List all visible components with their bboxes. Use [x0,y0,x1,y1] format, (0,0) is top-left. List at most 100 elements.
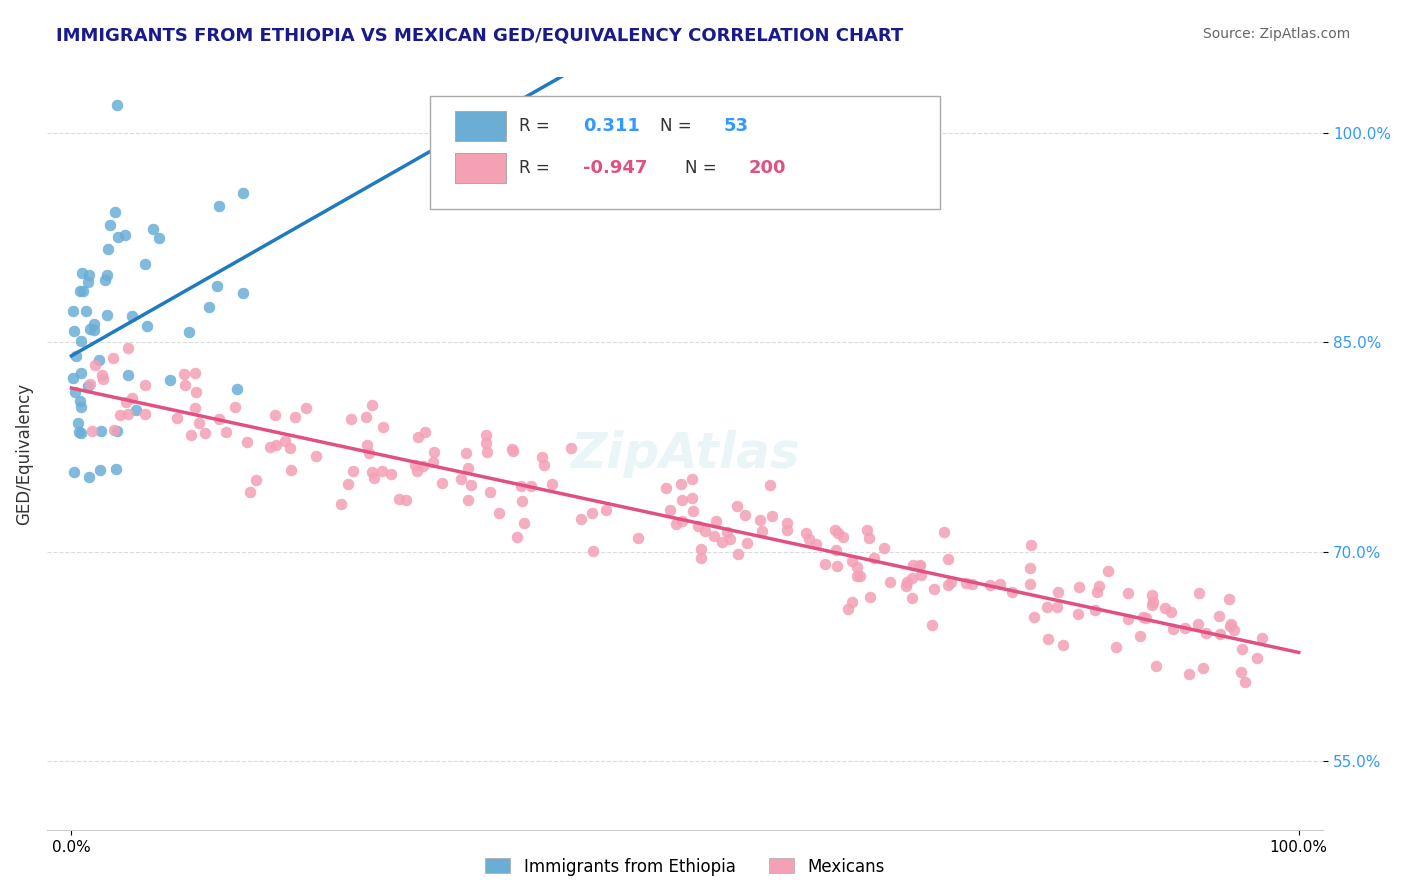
Point [936,578,959,592]
Point [1230,641,1253,656]
FancyBboxPatch shape [456,112,506,142]
Point [908,559,931,574]
Point [513,516,536,530]
Point [93,372,115,386]
Point [94,273,117,287]
Point [659,503,682,517]
Point [475,436,498,450]
Point [224,400,246,414]
Point [1105,640,1128,655]
Point [354,410,377,425]
Point [280,463,302,477]
Point [454,446,477,460]
Point [1223,623,1246,637]
Text: N =: N = [685,159,717,177]
Point [1209,627,1232,641]
Point [215,425,238,440]
Point [932,524,955,539]
Point [859,590,882,604]
Point [294,401,316,415]
Point [901,591,924,605]
Text: 200: 200 [749,159,786,177]
Point [232,285,254,300]
Point [114,227,136,242]
Point [1195,626,1218,640]
Point [704,515,727,529]
Point [794,526,817,541]
Point [1088,579,1111,593]
Point [962,576,984,591]
Point [89,353,111,368]
Point [83,317,105,331]
Point [988,577,1011,591]
Point [79,322,101,336]
Point [862,550,884,565]
Point [1022,609,1045,624]
Point [259,440,281,454]
Point [1219,618,1241,632]
Point [159,374,181,388]
Point [540,476,562,491]
Point [955,576,977,591]
Point [77,470,100,484]
Point [908,558,931,572]
Point [103,423,125,437]
Point [179,325,201,339]
Point [180,427,202,442]
Point [329,497,352,511]
Point [735,536,758,550]
Point [305,449,328,463]
Point [89,463,111,477]
Text: Source: ZipAtlas.com: Source: ZipAtlas.com [1202,27,1350,41]
Point [903,558,925,572]
Point [413,425,436,439]
Point [125,402,148,417]
Point [837,601,859,615]
Point [183,366,205,380]
Point [108,408,131,422]
Point [101,351,124,365]
Point [533,458,555,472]
Point [373,420,395,434]
Point [671,493,693,508]
Point [1219,616,1241,631]
Point [67,425,90,439]
Point [184,401,207,415]
Point [1116,612,1139,626]
FancyBboxPatch shape [456,153,506,183]
Point [207,279,229,293]
Text: R =: R = [519,159,550,177]
Point [225,382,247,396]
Point [669,477,692,491]
Point [105,424,128,438]
Point [896,574,918,589]
Point [342,464,364,478]
Point [1045,600,1067,615]
Point [1251,631,1274,645]
Point [388,491,411,506]
Point [751,524,773,538]
Point [62,370,84,384]
Point [936,552,959,566]
Point [910,568,932,582]
Point [924,582,946,597]
Point [531,450,554,464]
Point [1132,609,1154,624]
Point [1246,651,1268,665]
Point [1067,581,1090,595]
Point [339,412,361,426]
Point [232,186,254,200]
Point [921,618,943,632]
Point [430,476,453,491]
Point [1161,623,1184,637]
Point [846,559,869,574]
Point [1234,674,1257,689]
Point [1173,621,1195,635]
Point [75,303,97,318]
Point [474,428,496,442]
Point [117,368,139,382]
Point [849,569,872,583]
Point [70,334,93,348]
Point [63,385,86,400]
FancyBboxPatch shape [430,96,941,210]
